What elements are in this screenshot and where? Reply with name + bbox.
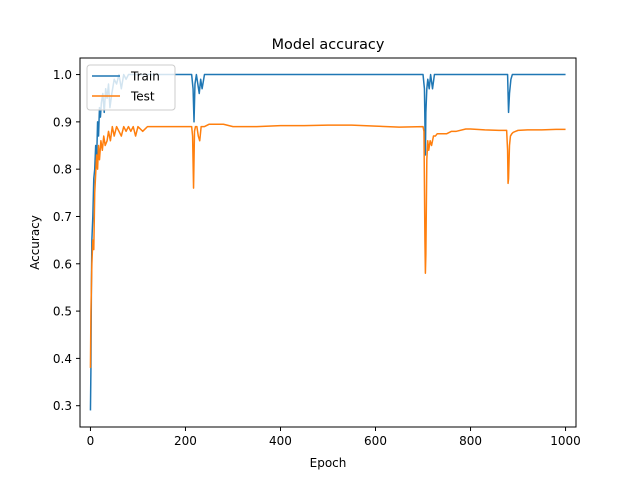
x-tick-label: 1000: [550, 434, 581, 448]
y-tick-label: 0.9: [53, 115, 72, 129]
chart-title: Model accuracy: [272, 37, 385, 53]
y-tick-label: 1.0: [53, 68, 72, 82]
x-axis-ticks: 0 200 400 600 800 1000: [87, 427, 581, 448]
series-line-train: [89, 73, 566, 411]
y-axis-label: Accuracy: [28, 215, 42, 270]
x-tick-label: 200: [174, 434, 197, 448]
plot-lines: [89, 73, 566, 411]
y-tick-label: 0.4: [53, 352, 72, 366]
y-tick-label: 0.3: [53, 399, 72, 413]
legend-label-train: Train: [130, 70, 160, 84]
x-tick-label: 600: [364, 434, 387, 448]
x-axis-label: Epoch: [310, 456, 347, 470]
y-axis-ticks: 0.3 0.4 0.5 0.6 0.7 0.8 0.9 1.0: [53, 68, 80, 413]
y-tick-label: 0.8: [53, 163, 72, 177]
legend: Train Test: [86, 64, 176, 111]
x-tick-label: 0: [87, 434, 95, 448]
legend-label-test: Test: [130, 90, 155, 104]
y-tick-label: 0.5: [53, 305, 72, 319]
plot-frame: [79, 57, 577, 428]
x-tick-label: 400: [269, 434, 292, 448]
x-tick-label: 800: [459, 434, 482, 448]
y-tick-label: 0.6: [53, 257, 72, 271]
series-line-test: [89, 123, 566, 368]
y-tick-label: 0.7: [53, 210, 72, 224]
